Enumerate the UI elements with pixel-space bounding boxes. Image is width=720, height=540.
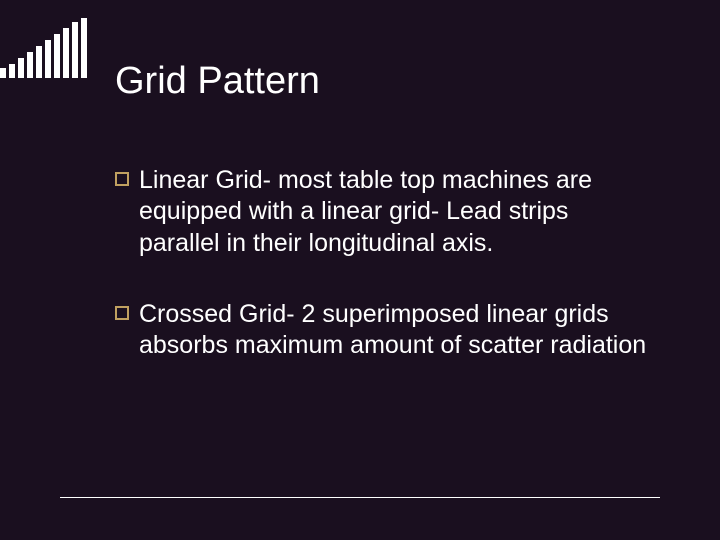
comb-bar	[81, 18, 87, 78]
slide: Grid Pattern Linear Grid- most table top…	[0, 0, 720, 540]
comb-bar	[54, 34, 60, 78]
horizontal-rule	[60, 497, 660, 498]
bullet-text: Crossed Grid- 2 superimposed linear grid…	[139, 299, 650, 362]
comb-bar	[63, 28, 69, 78]
comb-bar	[18, 58, 24, 78]
comb-bar	[27, 52, 33, 78]
comb-bar	[0, 68, 6, 78]
slide-content: Linear Grid- most table top machines are…	[115, 165, 650, 401]
bullet-item: Crossed Grid- 2 superimposed linear grid…	[115, 299, 650, 362]
comb-bar	[72, 22, 78, 78]
comb-bar	[45, 40, 51, 78]
bullet-box-icon	[115, 172, 129, 186]
comb-bar	[36, 46, 42, 78]
corner-decoration	[0, 18, 110, 78]
slide-title: Grid Pattern	[115, 60, 320, 103]
bullet-item: Linear Grid- most table top machines are…	[115, 165, 650, 259]
comb-bar	[9, 64, 15, 78]
bullet-box-icon	[115, 306, 129, 320]
bullet-text: Linear Grid- most table top machines are…	[139, 165, 650, 259]
